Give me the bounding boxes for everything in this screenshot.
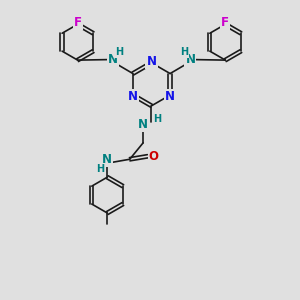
Text: N: N <box>138 118 148 131</box>
Text: F: F <box>74 16 82 29</box>
Text: N: N <box>108 53 118 66</box>
Text: H: H <box>115 47 123 57</box>
Text: N: N <box>102 153 112 166</box>
Text: O: O <box>148 150 159 163</box>
Text: N: N <box>146 55 157 68</box>
Text: N: N <box>165 90 175 103</box>
Text: F: F <box>221 16 230 29</box>
Text: H: H <box>153 114 161 124</box>
Text: H: H <box>96 164 104 174</box>
Text: N: N <box>128 90 138 103</box>
Text: N: N <box>185 53 195 66</box>
Text: H: H <box>180 47 188 57</box>
